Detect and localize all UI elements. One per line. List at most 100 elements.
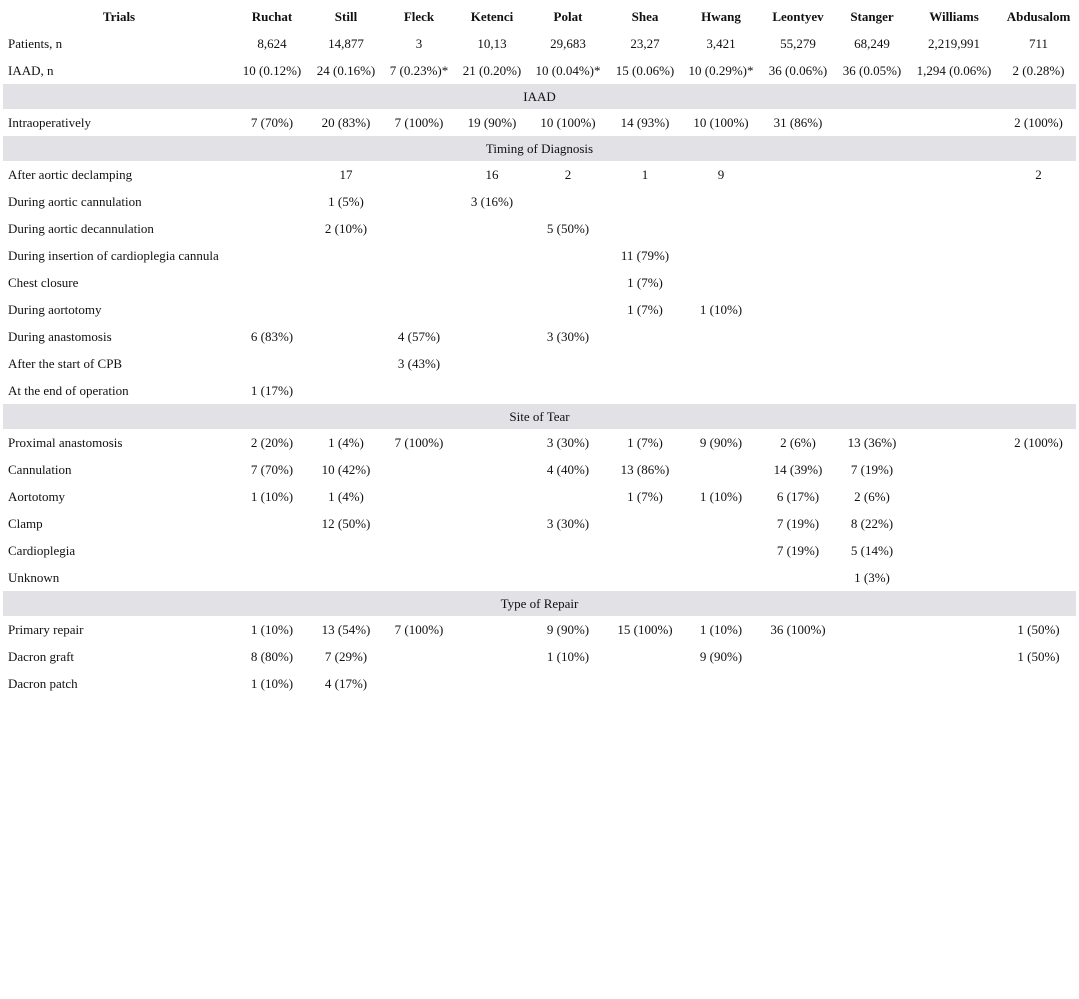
row-label: Aortotomy [8, 488, 66, 504]
table-cell [529, 350, 607, 377]
table-cell [455, 537, 529, 564]
table-row: After the start of CPB 3 (43%) [3, 350, 1076, 377]
table-cell: 15 (100%) [617, 621, 673, 637]
column-header: Ketenci [470, 9, 514, 24]
table-cell: 4 (57%) [397, 328, 441, 344]
table-cell [1001, 456, 1076, 483]
column-header: Polat [553, 9, 583, 24]
table-cell: 6 (17%) [776, 488, 820, 504]
section-title: Type of Repair [3, 591, 1076, 616]
column-header: Hwang [701, 9, 741, 24]
table-cell [683, 456, 759, 483]
table-cell [383, 643, 455, 670]
table-row: Dacron patch 1 (10%) 4 (17%) [3, 670, 1076, 697]
table-cell [907, 109, 1001, 136]
table-cell [235, 537, 309, 564]
table-cell [529, 537, 607, 564]
table-cell: 11 (79%) [620, 247, 670, 263]
table-cell [383, 161, 455, 188]
row-label: Intraoperatively [8, 114, 92, 130]
table-cell [1001, 296, 1076, 323]
table-body: Patients, n 8,624 14,877 3 10,13 29,683 23,27 3… [3, 30, 1076, 697]
table-cell [759, 215, 837, 242]
table-cell: 7 (19%) [776, 515, 820, 531]
table-cell [907, 350, 1001, 377]
table-cell [683, 377, 759, 404]
table-cell: 3 (16%) [470, 193, 514, 209]
column-header: Abdusalom [1006, 9, 1071, 24]
row-label: After the start of CPB [8, 355, 123, 371]
row-label: Cardioplegia [8, 542, 76, 558]
table-cell: 3 (30%) [546, 515, 590, 531]
table-cell [235, 510, 309, 537]
table-cell: 2 (10%) [324, 220, 368, 236]
table-cell [837, 188, 907, 215]
table-cell [683, 188, 759, 215]
table-cell [309, 269, 383, 296]
table-cell: 9 (90%) [699, 648, 743, 664]
row-label: Patients, n [8, 35, 63, 51]
table-cell [837, 161, 907, 188]
table-cell: 5 (50%) [546, 220, 590, 236]
table-cell: 1 (10%) [546, 648, 590, 664]
table-cell: 19 (90%) [467, 114, 517, 130]
table-cell [383, 510, 455, 537]
table-cell: 711 [1028, 35, 1049, 51]
row-label: Dacron patch [8, 675, 78, 691]
table-cell [759, 670, 837, 697]
table-cell: 4 (40%) [546, 461, 590, 477]
table-cell [529, 670, 607, 697]
table-cell: 2,219,991 [928, 35, 980, 51]
row-label: Chest closure [8, 274, 79, 290]
table-cell: 7 (19%) [850, 461, 894, 477]
table-cell: 7 (100%) [394, 114, 444, 130]
table-cell [1001, 269, 1076, 296]
table-cell: 2 (20%) [250, 434, 294, 450]
table-cell: 10 (42%) [321, 461, 371, 477]
table-cell: 7 (29%) [324, 648, 368, 664]
table-cell [607, 510, 683, 537]
table-cell [907, 161, 1001, 188]
table-cell [683, 323, 759, 350]
table-cell [759, 242, 837, 269]
table-cell: 1 (4%) [328, 434, 364, 450]
table-cell [683, 537, 759, 564]
table-cell: 29,683 [550, 35, 586, 51]
row-label: Proximal anastomosis [8, 434, 123, 450]
row-label: Dacron graft [8, 648, 75, 664]
table-cell: 1 (7%) [627, 301, 663, 317]
table-row: Chest closure 1 (7%) [3, 269, 1076, 296]
table-cell [607, 215, 683, 242]
section-row: IAAD [3, 84, 1076, 109]
table-cell: 1 (7%) [627, 434, 663, 450]
table-cell [309, 296, 383, 323]
table-cell [1001, 323, 1076, 350]
table-cell: 2 (100%) [1014, 114, 1063, 130]
table-cell [455, 323, 529, 350]
table-cell: 7 (70%) [250, 461, 294, 477]
table-cell [683, 269, 759, 296]
table-cell: 1 (3%) [854, 569, 890, 585]
table-cell [383, 564, 455, 591]
table-cell [759, 564, 837, 591]
table-cell: 7 (70%) [250, 114, 294, 130]
table-row: Dacron graft 8 (80%) 7 (29%) 1 (10%) 9 (90%)… [3, 643, 1076, 670]
table-row: Clamp 12 (50%) 3 (30%) 7 (19%) 8 (22%) [3, 510, 1076, 537]
table-row: During anastomosis 6 (83%) 4 (57%) 3 (30%) [3, 323, 1076, 350]
table-row: Proximal anastomosis 2 (20%) 1 (4%) 7 (100%… [3, 429, 1076, 456]
row-label: Cannulation [8, 461, 72, 477]
column-header: Leontyev [772, 9, 824, 24]
row-label: During anastomosis [8, 328, 112, 344]
section-title: Site of Tear [3, 404, 1076, 429]
table-cell [907, 296, 1001, 323]
table-cell [1001, 510, 1076, 537]
column-header: Shea [631, 9, 659, 24]
table-cell: 1 (10%) [250, 488, 294, 504]
table-cell [529, 377, 607, 404]
table-cell: 36 (100%) [770, 621, 826, 637]
table-cell: 3 [415, 35, 423, 51]
table-cell [683, 510, 759, 537]
table-cell: 10 (0.12%) [242, 62, 302, 78]
table-cell [529, 188, 607, 215]
table-cell: 2 (0.28%) [1012, 62, 1065, 78]
